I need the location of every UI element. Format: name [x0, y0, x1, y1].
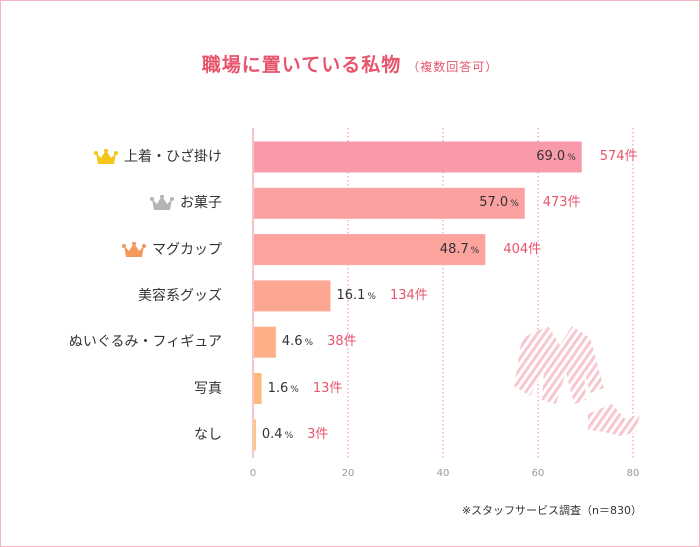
bar-1 [254, 187, 525, 219]
category-label: 写真 [194, 377, 222, 401]
count-label: 134件 [389, 287, 428, 303]
count-label: 3件 [307, 426, 329, 442]
tick-label-0: 0 [249, 468, 257, 479]
bar-6 [254, 419, 256, 451]
crown-silver-icon [150, 194, 174, 211]
crown-bronze-icon [122, 241, 146, 258]
crown-gold-icon [94, 148, 118, 165]
grid-layer [252, 128, 634, 458]
bar-3 [254, 280, 331, 312]
category-label-text: ぬいぐるみ・フィギュア [68, 334, 222, 351]
title-subtitle: （複数回答可） [407, 60, 499, 74]
value-label: 0.4% [261, 426, 294, 442]
bar-layer [254, 141, 582, 451]
value-label: 69.0% [536, 149, 576, 164]
value-label: 16.1% [336, 287, 376, 303]
category-label: なし [194, 423, 222, 447]
category-label-text: なし [194, 426, 222, 443]
count-label: 13件 [312, 380, 343, 396]
value-label: 48.7% [439, 241, 480, 257]
count-label: 473件 [542, 195, 581, 211]
source-note: ※スタッフサービス調査（n＝830） [461, 504, 642, 517]
value-label: 1.6% [267, 380, 299, 396]
bar-5 [254, 373, 262, 404]
bar-0 [254, 141, 582, 173]
category-label: 美容系グッズ [138, 284, 222, 308]
value-label: 4.6% [281, 334, 314, 350]
tick-label-20: 20 [341, 468, 355, 479]
category-label: マグカップ [122, 238, 222, 262]
category-label: お菓子 [150, 191, 222, 215]
bar-2 [254, 234, 486, 266]
count-label: 574件 [599, 149, 638, 164]
category-label-text: 上着・ひざ掛け [124, 149, 222, 165]
value-label: 57.0% [479, 195, 519, 211]
count-label: 38件 [327, 334, 357, 350]
bar-4 [254, 326, 276, 358]
category-label-text: お菓子 [180, 195, 222, 212]
tick-label-60: 60 [531, 468, 545, 479]
tick-label-80: 80 [626, 468, 640, 479]
category-label-text: マグカップ [152, 241, 222, 258]
cardigan-illustration [514, 326, 640, 436]
category-label-text: 美容系グッズ [138, 287, 222, 304]
category-label: 上着・ひざ掛け [94, 145, 222, 169]
category-label-text: 写真 [194, 380, 222, 397]
category-label: ぬいぐるみ・フィギュア [69, 330, 222, 354]
count-label: 404件 [503, 241, 542, 257]
tick-label-40: 40 [436, 468, 450, 479]
title-text: 職場に置いている私物 [201, 54, 402, 76]
chart-title: 職場に置いている私物 （複数回答可） [0, 50, 700, 77]
